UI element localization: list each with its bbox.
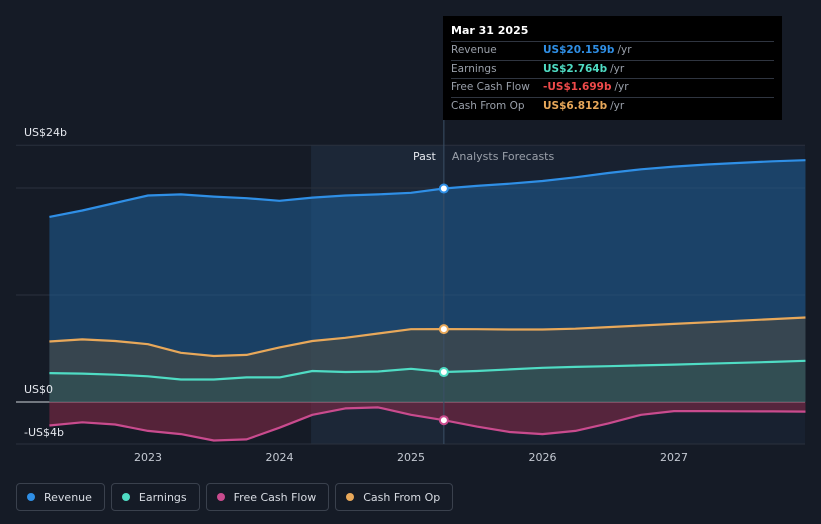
x-tick-label: 2026 [529,451,557,464]
x-tick-label: 2027 [660,451,688,464]
tooltip-row-fcf: Free Cash Flow -US$1.699b /yr [451,78,774,97]
tooltip-unit: /yr [617,44,632,56]
legend-label: Free Cash Flow [233,490,317,504]
legend-item-revenue[interactable]: Revenue [16,483,105,511]
earnings-marker [438,367,449,378]
cfo-line [49,316,806,358]
y-tick-label: -US$4b [24,426,64,439]
fcf-marker [438,415,449,426]
earnings-line [49,359,806,381]
tooltip-label: Free Cash Flow [451,81,530,93]
y-tick-label: US$24b [24,126,67,139]
revenue-line [49,159,806,218]
legend-label: Cash From Op [363,490,441,504]
cfo-area [49,317,806,402]
tooltip-label: Earnings [451,62,497,75]
revenue-area [49,160,806,402]
earnings-area [49,360,806,402]
forecast-label: Analysts Forecasts [452,150,555,163]
tooltip-value: US$20.159b [543,44,615,56]
legend-dot-icon [121,493,130,501]
legend-item-cfo[interactable]: Cash From Op [335,483,454,511]
legend-item-fcf[interactable]: Free Cash Flow [205,483,330,511]
past-label: Past [413,150,437,163]
tooltip-row-cfo: Cash From Op US$6.812b /yr [451,96,774,116]
tooltip-value: US$6.812b [543,99,608,112]
legend-label: Earnings [138,490,187,504]
fcf-area [49,402,806,441]
tooltip-date: Mar 31 2025 [451,24,529,37]
tooltip-value: US$2.764b [543,62,608,75]
legend-item-earnings[interactable]: Earnings [110,483,200,511]
y-tick-label: US$0 [24,383,53,396]
tooltip-label: Cash From Op [451,99,525,112]
tooltip-unit: /yr [610,62,625,75]
legend-dot-icon [216,493,225,501]
revenue-marker [438,183,449,194]
tooltip-row-earnings: Earnings US$2.764b /yr [451,59,774,79]
tooltip-label: Revenue [451,44,497,56]
legend-dot-icon [27,493,35,501]
tooltip-value: -US$1.699b [543,81,612,93]
legend-label: Revenue [44,490,92,504]
x-tick-label: 2025 [397,451,425,464]
tooltip-unit: /yr [610,99,625,112]
cfo-marker [438,324,449,335]
tooltip-panel: Mar 31 2025 Revenue US$20.159b /yr Earni… [443,16,782,120]
fcf-line [49,406,806,442]
legend: Revenue Earnings Free Cash Flow Cash Fro… [16,483,454,511]
tooltip-row-revenue: Revenue US$20.159b /yr [451,41,774,60]
x-tick-label: 2023 [134,451,162,464]
tooltip-unit: /yr [614,81,629,93]
x-tick-label: 2024 [266,451,294,464]
legend-dot-icon [346,493,355,501]
